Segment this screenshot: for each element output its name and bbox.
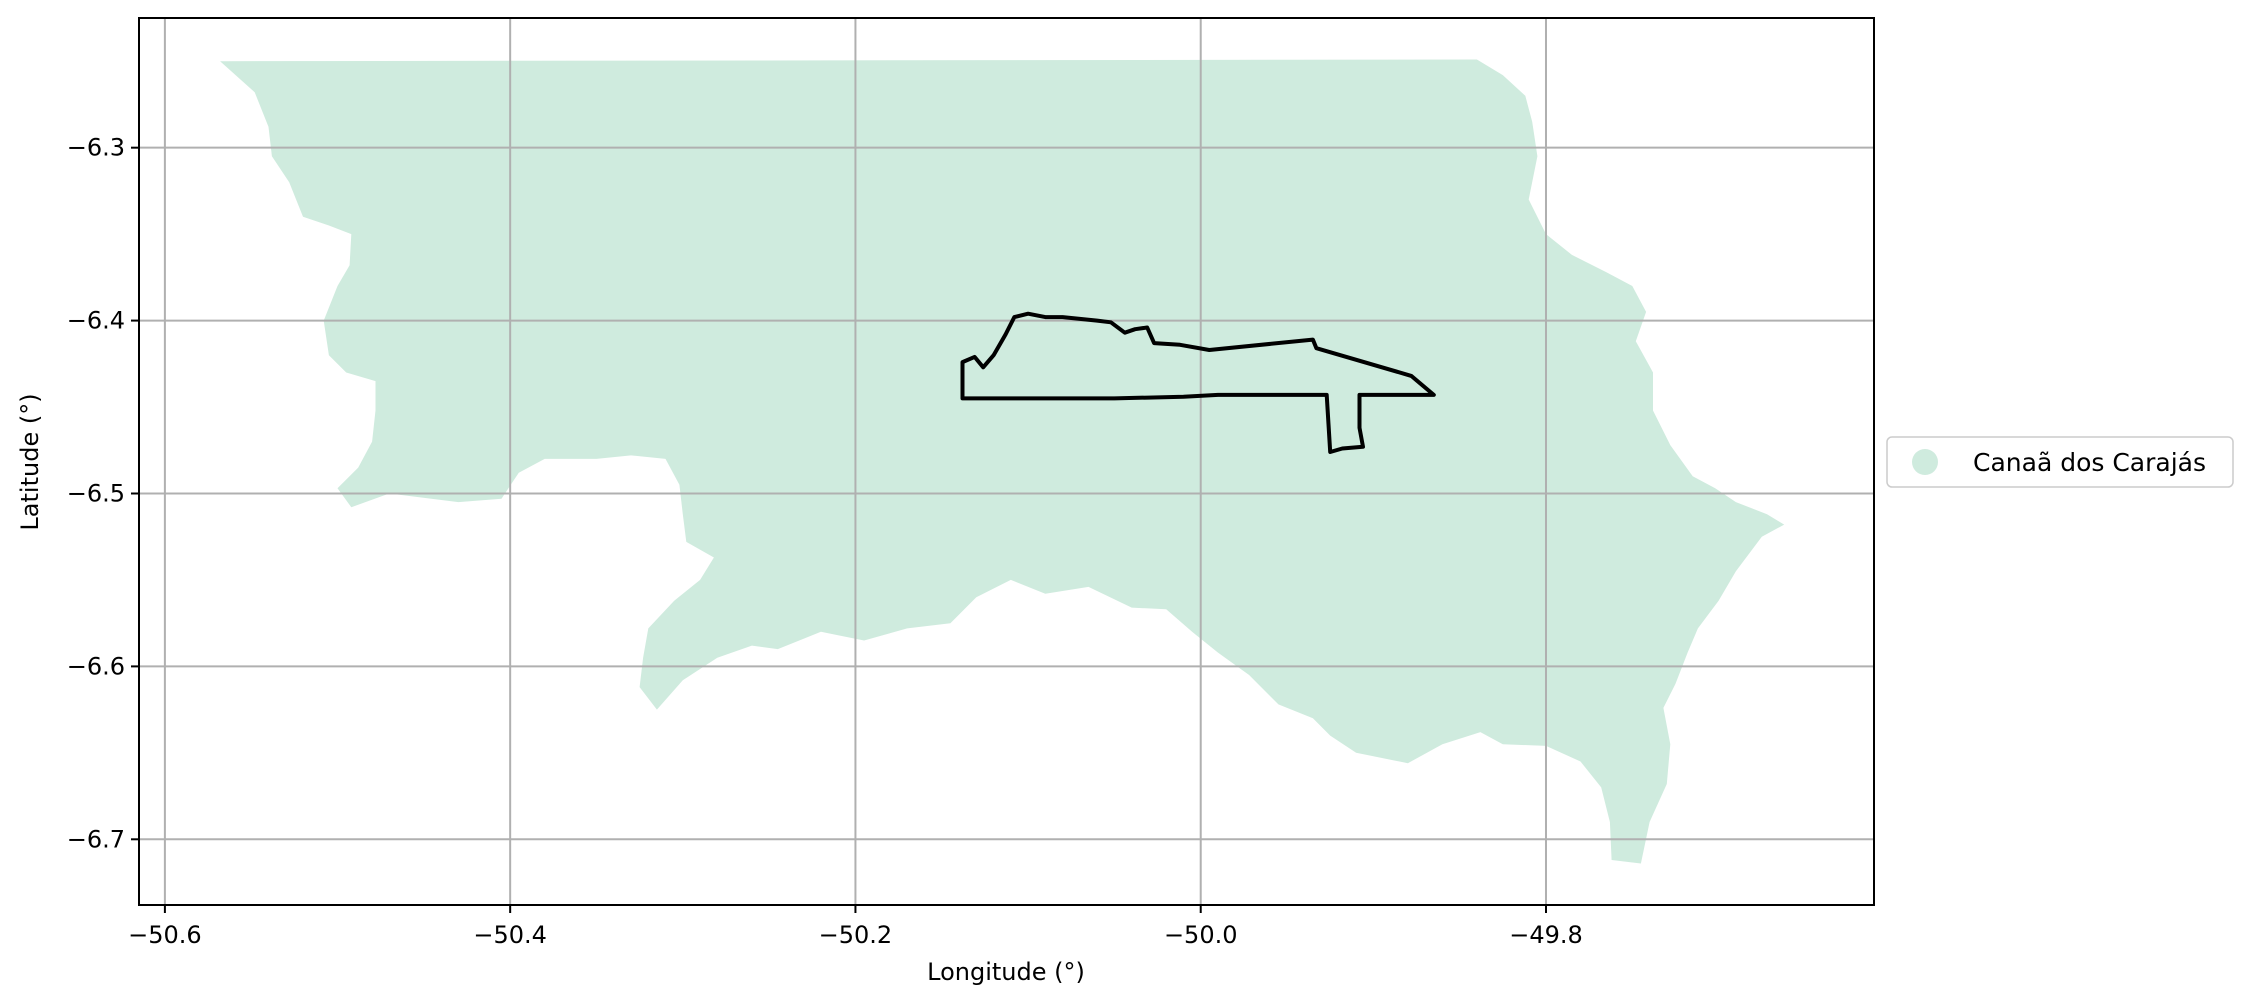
y-tick-label: −6.3: [67, 134, 125, 162]
y-axis-ticks: −6.3 −6.4 −6.5 −6.6 −6.7: [67, 134, 139, 853]
legend-box: [1886, 436, 2234, 488]
legend-label: Canaã dos Carajás: [1973, 448, 2206, 477]
x-tick-label: −50.0: [1164, 921, 1238, 949]
x-tick-label: −50.2: [819, 921, 893, 949]
x-tick-label: −49.8: [1509, 921, 1583, 949]
x-tick-label: −50.4: [473, 921, 547, 949]
y-tick-label: −6.4: [67, 307, 125, 335]
grid-lines: [139, 18, 1874, 905]
municipality-canaa-dos-carajas: [220, 59, 1785, 864]
x-axis-ticks: −50.6 −50.4 −50.2 −50.0 −49.8: [128, 905, 1583, 949]
legend: Canaã dos Carajás: [1886, 436, 2234, 488]
x-axis-label: Longitude (°): [927, 958, 1085, 986]
legend-marker: [1912, 449, 1938, 475]
y-tick-label: −6.6: [67, 652, 125, 680]
axes-frame: [138, 17, 1875, 906]
y-tick-label: −6.7: [67, 825, 125, 853]
y-tick-label: −6.5: [67, 479, 125, 507]
x-tick-label: −50.6: [128, 921, 202, 949]
plot-area: [139, 18, 1874, 905]
area-outline: [960, 311, 1436, 454]
y-axis-label: Latitude (°): [16, 393, 44, 530]
